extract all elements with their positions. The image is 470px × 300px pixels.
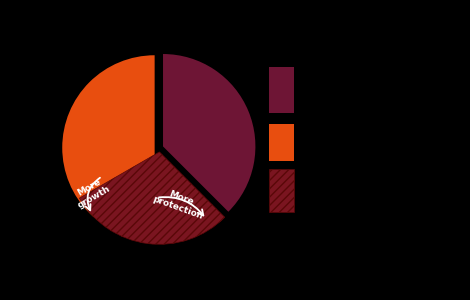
- Bar: [269, 169, 294, 212]
- Bar: [269, 67, 294, 113]
- Text: More
growth: More growth: [71, 175, 112, 210]
- Bar: [269, 124, 294, 161]
- Wedge shape: [163, 54, 255, 212]
- Text: More
protection: More protection: [151, 185, 207, 221]
- Wedge shape: [79, 152, 225, 244]
- Wedge shape: [62, 55, 155, 240]
